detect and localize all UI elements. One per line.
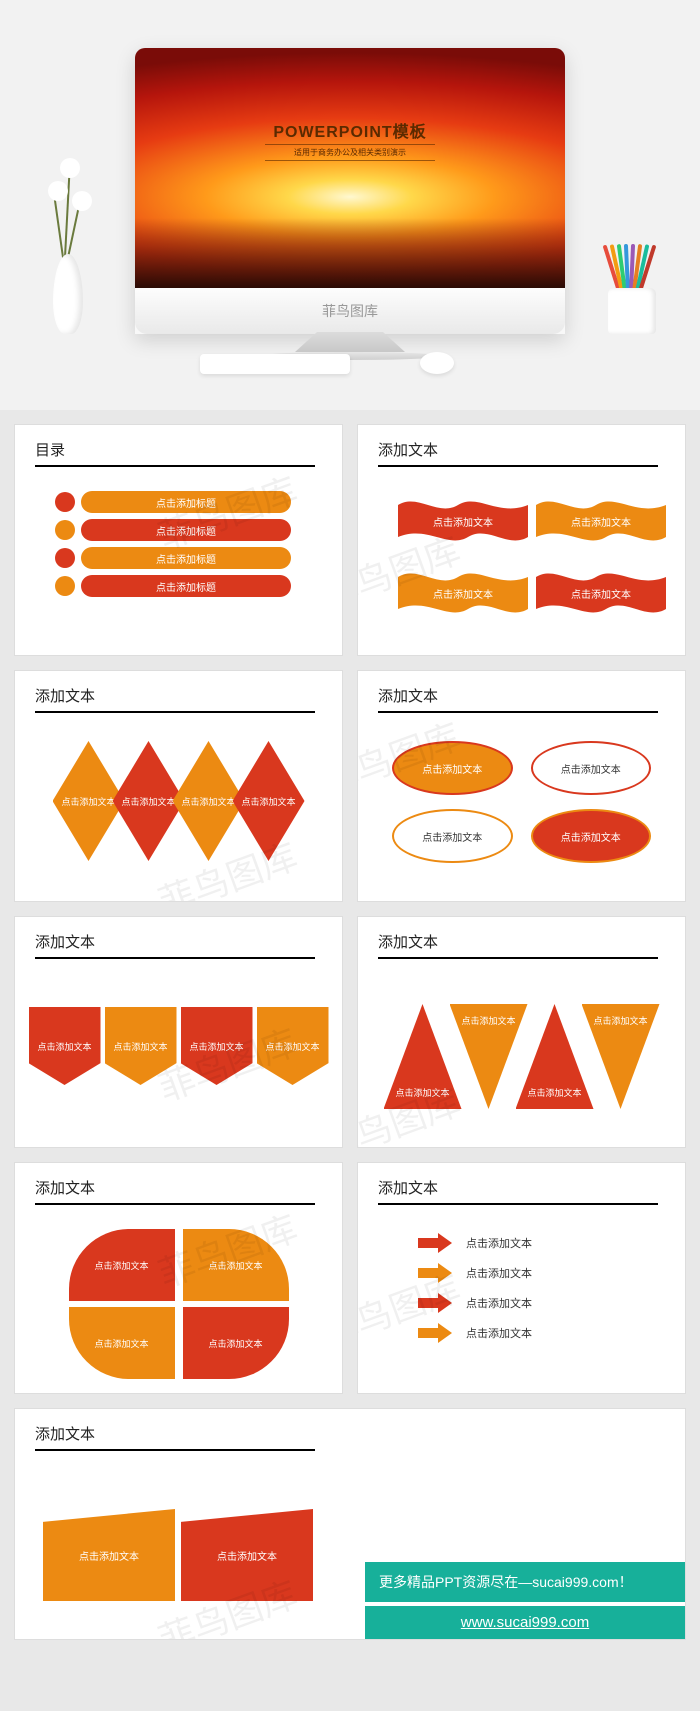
slide-title: 添加文本	[35, 1177, 95, 1198]
promo-text: 更多精品PPT资源尽在—sucai999.com！	[365, 1562, 685, 1602]
triangle-shape: 点击添加文本	[516, 1004, 594, 1109]
arrow-label: 点击添加文本	[466, 1265, 532, 1281]
ellipse-shape: 点击添加文本	[531, 741, 652, 795]
promo-banner: 更多精品PPT资源尽在—sucai999.com！ www.sucai999.co…	[365, 1562, 685, 1639]
arrow-row: 点击添加文本	[418, 1323, 685, 1343]
toc-row: 点击添加标题	[55, 491, 342, 513]
arrow-row: 点击添加文本	[418, 1263, 685, 1283]
slide-folds: 添加文本点击添加文本点击添加文本菲鸟图库更多精品PPT资源尽在—sucai999…	[14, 1408, 686, 1640]
slide-ellipses: 添加文本点击添加文本点击添加文本点击添加文本点击添加文本菲鸟图库	[357, 670, 686, 902]
slide-toc: 目录点击添加标题点击添加标题点击添加标题点击添加标题菲鸟图库	[14, 424, 343, 656]
monitor-mockup: POWERPOINT模板 适用于商务办公及相关类别演示 菲鸟图库	[135, 48, 565, 360]
slide-waves: 添加文本点击添加文本点击添加文本点击添加文本点击添加文本菲鸟图库	[357, 424, 686, 656]
wave-banner: 点击添加文本	[398, 565, 528, 621]
arrow-label: 点击添加文本	[466, 1235, 532, 1251]
pennant-shape: 点击添加文本	[105, 1007, 177, 1085]
toc-dot-icon	[55, 548, 75, 568]
cover-title: POWERPOINT模板	[135, 118, 565, 142]
slide-title: 目录	[35, 439, 65, 460]
toc-dot-icon	[55, 492, 75, 512]
petal-shape: 点击添加文本	[69, 1307, 175, 1379]
slide-grid: 目录点击添加标题点击添加标题点击添加标题点击添加标题菲鸟图库添加文本点击添加文本…	[0, 410, 700, 1654]
triangle-shape: 点击添加文本	[582, 1004, 660, 1109]
hero-mockup: POWERPOINT模板 适用于商务办公及相关类别演示 菲鸟图库	[0, 0, 700, 410]
mouse-decoration	[420, 352, 454, 374]
wave-banner: 点击添加文本	[536, 565, 666, 621]
cover-subtitle: 适用于商务办公及相关类别演示	[265, 144, 435, 161]
wave-banner: 点击添加文本	[398, 493, 528, 549]
slide-triangles: 添加文本点击添加文本点击添加文本点击添加文本点击添加文本菲鸟图库	[357, 916, 686, 1148]
slide-title: 添加文本	[378, 685, 438, 706]
slide-diamonds: 添加文本点击添加文本点击添加文本点击添加文本点击添加文本菲鸟图库	[14, 670, 343, 902]
fold-shape: 点击添加文本	[181, 1509, 313, 1601]
triangle-shape: 点击添加文本	[450, 1004, 528, 1109]
triangle-shape: 点击添加文本	[384, 1004, 462, 1109]
diamond-shape: 点击添加文本	[233, 741, 305, 861]
slide-title: 添加文本	[378, 1177, 438, 1198]
slide-arrows: 添加文本点击添加文本点击添加文本点击添加文本点击添加文本菲鸟图库	[357, 1162, 686, 1394]
arrow-row: 点击添加文本	[418, 1293, 685, 1313]
pennant-shape: 点击添加文本	[181, 1007, 253, 1085]
ellipse-shape: 点击添加文本	[531, 809, 652, 863]
promo-link[interactable]: www.sucai999.com	[365, 1606, 685, 1639]
monitor-chin-watermark: 菲鸟图库	[135, 288, 565, 334]
slide-title: 添加文本	[35, 931, 95, 952]
arrow-icon	[418, 1263, 452, 1283]
arrow-icon	[418, 1323, 452, 1343]
slide-title: 添加文本	[378, 931, 438, 952]
arrow-icon	[418, 1293, 452, 1313]
ellipse-shape: 点击添加文本	[392, 741, 513, 795]
toc-bar-label: 点击添加标题	[81, 575, 291, 597]
toc-dot-icon	[55, 520, 75, 540]
slide-pennants: 添加文本点击添加文本点击添加文本点击添加文本点击添加文本菲鸟图库	[14, 916, 343, 1148]
arrow-icon	[418, 1233, 452, 1253]
petal-shape: 点击添加文本	[69, 1229, 175, 1301]
pennant-shape: 点击添加文本	[29, 1007, 101, 1085]
slide-title: 添加文本	[35, 685, 95, 706]
toc-row: 点击添加标题	[55, 575, 342, 597]
toc-row: 点击添加标题	[55, 519, 342, 541]
toc-dot-icon	[55, 576, 75, 596]
arrow-label: 点击添加文本	[466, 1325, 532, 1341]
keyboard-decoration	[200, 354, 350, 374]
slide-petals: 添加文本点击添加文本点击添加文本点击添加文本点击添加文本菲鸟图库	[14, 1162, 343, 1394]
arrow-label: 点击添加文本	[466, 1295, 532, 1311]
petal-shape: 点击添加文本	[183, 1229, 289, 1301]
arrow-row: 点击添加文本	[418, 1233, 685, 1253]
slide-title: 添加文本	[378, 439, 438, 460]
toc-bar-label: 点击添加标题	[81, 547, 291, 569]
ellipse-shape: 点击添加文本	[392, 809, 513, 863]
vase-decoration	[38, 164, 98, 334]
toc-bar-label: 点击添加标题	[81, 519, 291, 541]
pennant-shape: 点击添加文本	[257, 1007, 329, 1085]
toc-bar-label: 点击添加标题	[81, 491, 291, 513]
toc-row: 点击添加标题	[55, 547, 342, 569]
fold-shape: 点击添加文本	[43, 1509, 175, 1601]
wave-banner: 点击添加文本	[536, 493, 666, 549]
pencil-cup-decoration	[600, 244, 664, 334]
petal-shape: 点击添加文本	[183, 1307, 289, 1379]
slide-title: 添加文本	[35, 1423, 95, 1444]
